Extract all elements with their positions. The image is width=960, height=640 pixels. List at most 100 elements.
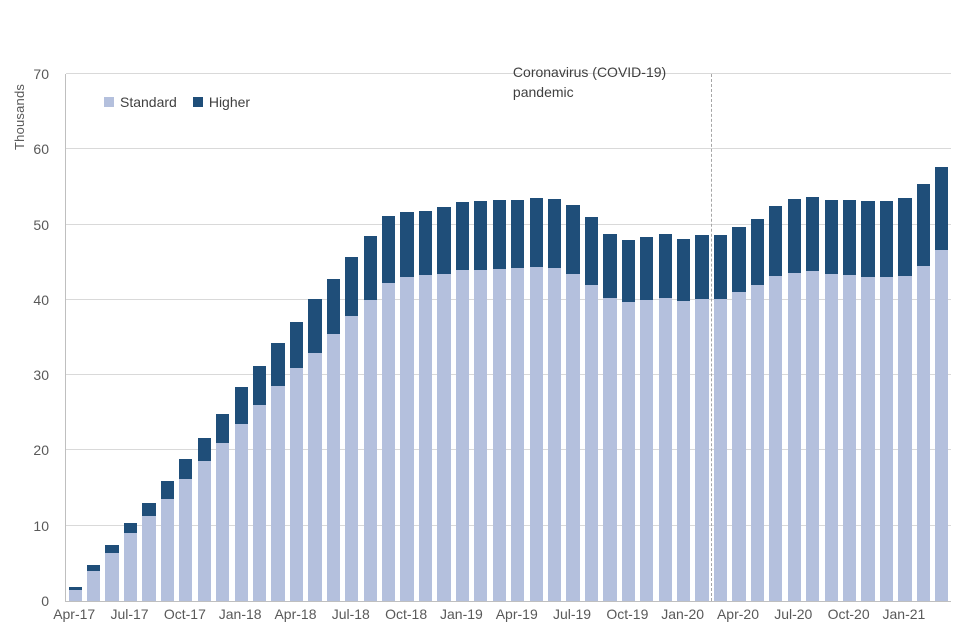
bar-Jan-18 (232, 74, 250, 601)
bar-Apr-18 (287, 74, 305, 601)
bar-Oct-18 (398, 74, 416, 601)
bar-segment-standard (713, 299, 728, 601)
x-tick-Oct-18: Oct-18 (385, 606, 428, 622)
gridline-10 (66, 524, 951, 526)
bar-segment-standard (584, 284, 599, 601)
bar-segment-standard (824, 273, 838, 601)
y-tick-60: 60 (33, 141, 49, 158)
bar-Dec-18 (435, 74, 453, 601)
bar-segment-standard (566, 274, 580, 601)
bar-Feb-19 (472, 74, 490, 601)
legend-label-higher: Higher (208, 94, 251, 110)
bar-segment-higher (492, 199, 506, 269)
bar-segment-higher (105, 544, 119, 553)
bar-May-19 (527, 74, 545, 601)
bar-segment-standard (105, 552, 119, 601)
bar-segment-standard (861, 277, 875, 601)
bar-Jan-19 (453, 74, 471, 601)
x-tick-Jan-21: Jan-21 (882, 606, 926, 622)
pandemic-dashed-line (711, 74, 713, 601)
x-tick-Oct-20: Oct-20 (827, 606, 870, 622)
bar-segment-standard (750, 284, 765, 601)
bar-segment-standard (382, 282, 396, 601)
x-tick-Jan-18: Jan-18 (218, 606, 262, 622)
pandemic-annotation-line1: Coronavirus (COVID-19) (512, 64, 667, 80)
bar-segment-higher (160, 481, 175, 499)
bar-May-20 (748, 74, 766, 601)
bar-segment-higher (382, 215, 396, 283)
bar-segment-standard (677, 301, 691, 601)
bar-segment-standard (916, 265, 930, 601)
bar-segment-standard (179, 479, 193, 601)
x-tick-Apr-17: Apr-17 (53, 606, 96, 622)
y-axis-labels: 0 10 20 30 40 50 60 70 (0, 66, 57, 609)
bar-Nov-18 (416, 74, 434, 601)
bar-Apr-17 (66, 74, 84, 601)
bar-segment-standard (898, 275, 912, 601)
bar-segment-standard (68, 589, 82, 601)
bar-segment-standard (437, 273, 451, 601)
pandemic-annotation-line2: pandemic (512, 84, 574, 101)
bar-segment-standard (732, 292, 746, 601)
bar-Apr-19 (509, 74, 527, 601)
bar-segment-higher (916, 183, 930, 266)
y-tick-50: 50 (33, 216, 49, 233)
y-tick-40: 40 (33, 291, 49, 308)
legend-swatch-higher (192, 97, 203, 107)
bar-segment-standard (197, 460, 211, 601)
bar-Feb-18 (250, 74, 268, 601)
bar-segment-standard (234, 424, 248, 601)
x-tick-Jul-18: Jul-18 (331, 606, 370, 622)
bar-Jan-21 (896, 74, 914, 601)
gridline-50 (66, 223, 951, 225)
y-tick-30: 30 (33, 367, 49, 384)
gridline-20 (66, 449, 951, 451)
legend-swatch-standard (104, 97, 114, 107)
x-tick-Apr-20: Apr-20 (716, 606, 759, 622)
bar-segment-higher (750, 218, 765, 285)
bar-segment-higher (363, 235, 377, 300)
bar-segment-higher (898, 198, 912, 276)
bar-segment-standard (252, 405, 267, 601)
bar-segment-standard (142, 515, 156, 601)
bar-segment-standard (879, 277, 894, 601)
bar-segment-higher (216, 414, 230, 443)
bar-Sep-19 (601, 74, 619, 601)
bar-segment-standard (326, 333, 340, 601)
bar-segment-higher (621, 239, 635, 303)
bar-Jun-17 (103, 74, 121, 601)
bar-Jul-17 (121, 74, 139, 601)
bar-Jul-19 (564, 74, 582, 601)
bar-Jun-19 (545, 74, 563, 601)
bar-segment-higher (308, 299, 322, 353)
bar-segment-higher (769, 205, 783, 276)
bar-Mar-20 (711, 74, 729, 601)
bar-segment-higher (437, 206, 451, 274)
bar-May-17 (84, 74, 102, 601)
bar-segment-higher (584, 217, 599, 285)
x-tick-Jan-19: Jan-19 (440, 606, 483, 622)
bar-Oct-20 (840, 74, 858, 601)
x-tick-Jul-19: Jul-19 (552, 606, 592, 622)
bar-Oct-17 (177, 74, 195, 601)
bar-segment-standard (455, 269, 470, 601)
bar-Aug-17 (140, 74, 158, 601)
bar-segment-standard (787, 272, 801, 601)
bar-Jul-20 (785, 74, 803, 601)
x-tick-Oct-17: Oct-17 (163, 606, 206, 622)
bar-Dec-20 (877, 74, 895, 601)
bar-segment-standard (511, 268, 525, 601)
gridline-70 (66, 73, 951, 74)
bar-segment-higher (861, 200, 875, 278)
gridline-60 (66, 148, 951, 150)
bar-segment-standard (547, 268, 562, 601)
gridline-30 (66, 374, 951, 376)
bar-Sep-20 (822, 74, 840, 601)
legend: Standard Higher (104, 94, 250, 110)
bar-segment-higher (511, 199, 525, 269)
bar-Aug-18 (361, 74, 379, 601)
bar-segment-standard (621, 302, 635, 601)
bar-segment-higher (658, 233, 672, 299)
bar-segment-higher (400, 211, 414, 278)
